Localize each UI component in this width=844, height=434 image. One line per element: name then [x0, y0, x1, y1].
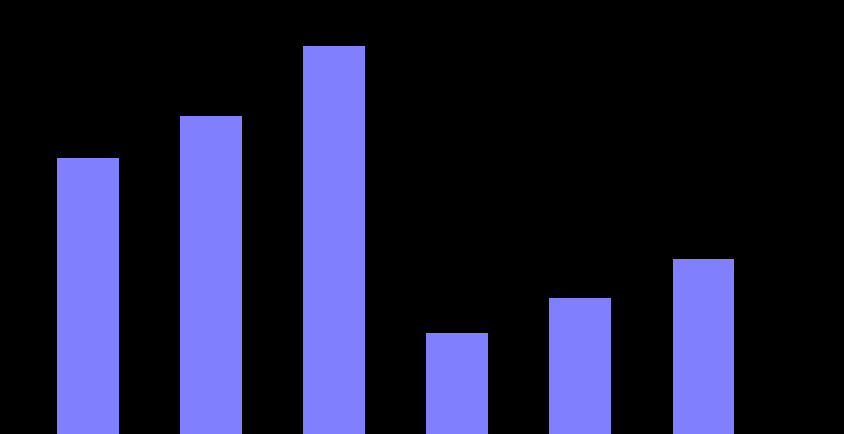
- Bar: [673, 260, 734, 434]
- Bar: [181, 116, 241, 434]
- Bar: [303, 46, 365, 434]
- Bar: [426, 333, 488, 434]
- Bar: [57, 159, 119, 434]
- Bar: [549, 299, 611, 434]
